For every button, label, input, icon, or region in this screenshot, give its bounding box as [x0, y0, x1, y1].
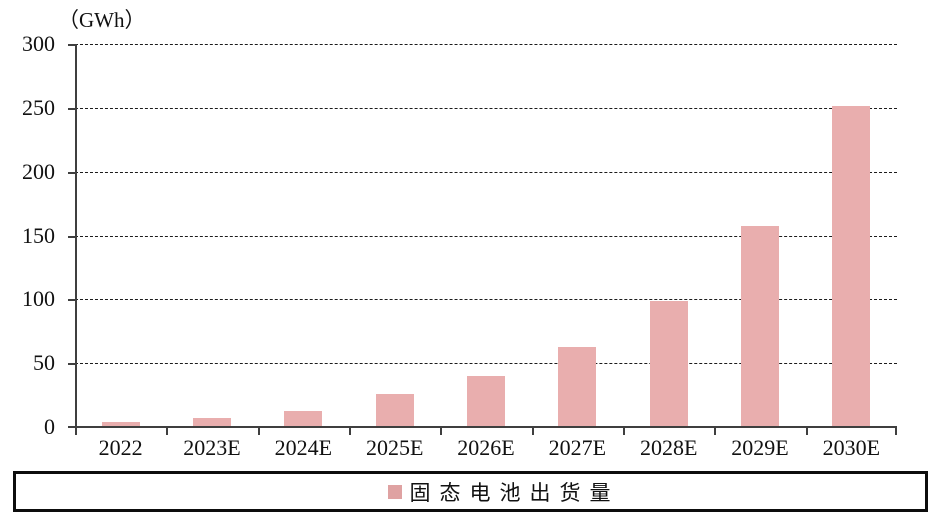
x-axis-label-2026E: 2026E [457, 435, 515, 460]
y-axis-tick-label: 300 [22, 31, 55, 56]
y-axis-tick-label: 0 [44, 414, 55, 439]
y-axis-tick [68, 44, 75, 46]
x-axis-label-2025E: 2025E [365, 435, 424, 460]
gridline-y-100 [75, 299, 897, 301]
y-axis-tick [68, 235, 75, 238]
x-axis-tick [805, 427, 808, 435]
gridline-y-50 [75, 363, 897, 365]
x-axis-tick [349, 427, 351, 435]
bar-2025E [375, 394, 414, 426]
x-axis-label-2030E: 2030E [822, 435, 881, 460]
bar-2027E [558, 346, 597, 426]
x-axis-label-2024E: 2024E [274, 435, 333, 460]
x-axis-line [68, 426, 897, 428]
x-axis-tick [531, 427, 534, 435]
x-axis-label-2023E: 2023E [183, 435, 241, 460]
bar-2026E [467, 376, 505, 426]
x-axis-tick [75, 427, 77, 435]
y-axis-tick-label: 250 [22, 94, 55, 120]
x-axis-tick [166, 427, 169, 435]
y-axis-tick [68, 171, 75, 174]
y-axis-tick [68, 363, 75, 366]
y-axis-tick [68, 426, 75, 428]
gridline-y-300 [75, 44, 897, 45]
y-axis-tick-label: 200 [22, 158, 55, 184]
gridline-y-250 [75, 107, 897, 109]
legend-label: 固态电池出货量 [409, 480, 620, 505]
x-axis-tick [623, 427, 625, 435]
x-axis-label-2028E: 2028E [639, 435, 698, 460]
legend-box: 固态电池出货量 [13, 471, 928, 512]
gridline-y-150 [75, 235, 897, 237]
bar-2023E [193, 418, 231, 426]
y-axis-tick-label: 50 [33, 350, 55, 376]
bar-2028E [649, 300, 688, 426]
plot-area: 0 50 100 150 200 250 300 2022 2023E 2024E 2025E 202… [22, 32, 897, 460]
x-axis-label-2027E: 2027E [548, 435, 607, 460]
y-axis-tick-label: 150 [22, 222, 55, 248]
x-axis-tick [714, 427, 717, 435]
bar-2030E [832, 105, 871, 426]
bar-2029E [741, 225, 779, 426]
y-axis-tick [68, 299, 75, 302]
legend-swatch-icon [387, 484, 402, 499]
x-axis-tick [895, 427, 897, 435]
legend-entry: 固态电池出货量 [387, 477, 620, 507]
x-axis-tick [257, 427, 260, 435]
x-axis-tick [440, 427, 443, 435]
y-axis-tick [68, 107, 75, 110]
gridline-y-200 [75, 171, 897, 173]
y-axis-tick-label: 100 [22, 286, 55, 312]
x-axis-label-2029E: 2029E [731, 435, 789, 460]
bar-2022 [101, 422, 140, 426]
x-axis-label-2022: 2022 [98, 435, 143, 460]
y-axis-line [75, 44, 77, 427]
y-axis-unit-label: （GWh） [58, 8, 146, 32]
bar-2024E [284, 410, 323, 426]
